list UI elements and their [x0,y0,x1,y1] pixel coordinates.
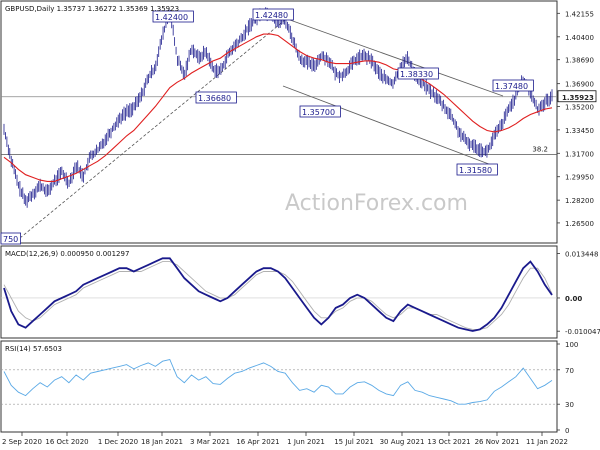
price-annotation-label: 1.31580 [459,166,492,175]
macd-axis: 0.013448 0.00 -0.010047 [557,250,600,336]
price-annotation-box [252,8,294,21]
y-tick-label: 1.36900 [565,81,594,89]
rsi-panel [0,340,558,433]
x-tick-label: 11 Jan 2022 [526,438,568,446]
price-annotation-box [152,10,194,23]
macd-header: MACD(12,26,9) 0.000950 0.001297 [5,250,129,258]
moving-average-line [3,33,553,182]
y-tick-label: 1.38690 [565,57,594,65]
current-price-box [557,90,597,103]
y-tick-label: 1.40400 [565,34,594,42]
rsi-tick-label: 100 [565,341,578,349]
x-tick-label: 18 Jan 2021 [141,438,183,446]
y-tick-label: 1.26500 [565,220,594,228]
macd-layer [1,257,557,332]
x-tick-label: 1 Dec 2020 [98,438,138,446]
y-tick-label: 1.29950 [565,174,594,182]
rsi-axis: 100 70 30 0 [557,341,578,435]
x-tick-label: 16 Oct 2020 [45,438,88,446]
price-annotation-box [456,163,498,176]
price-layer: 38.2 1.42400 1.42480 1.36680 1.35700 1.38330 1… [0,7,557,245]
rsi-line [3,358,553,405]
x-tick-label: 16 Apr 2021 [236,438,279,446]
trend-line-dashed [19,19,286,239]
y-tick-label: 1.31700 [565,150,594,158]
price-annotation-box [397,67,439,80]
price-axis: 1.42155 1.40400 1.38690 1.36900 1.35200 1.334… [557,10,597,228]
price-annotation-label: 1.42480 [255,11,288,20]
price-annotation-label: 1.37480 [495,82,528,91]
macd-panel [0,245,558,339]
price-annotation-label: 1.36680 [198,94,231,103]
x-tick-label: 2 Sep 2020 [2,438,42,446]
price-annotation-label: 1.42400 [155,13,188,22]
macd-line [3,257,553,332]
rsi-header: RSI(14) 57.6503 [5,345,62,353]
x-tick-label: 15 Jul 2021 [334,438,374,446]
x-tick-label: 3 Mar 2021 [190,438,230,446]
rsi-tick-label: 0 [565,427,569,435]
current-price-label: 1.35923 [562,94,594,102]
macd-tick-label: 0.013448 [565,250,598,258]
x-axis: 2 Sep 2020 16 Oct 2020 1 Dec 2020 18 Jan 20… [2,432,568,446]
macd-tick-label: -0.010047 [565,328,600,336]
x-tick-label: 13 Oct 2021 [427,438,470,446]
price-panel [0,0,558,244]
y-tick-label: 1.33450 [565,127,594,135]
price-annotation-box [299,105,341,118]
price-annotation-label: 1.35700 [302,108,335,117]
channel-upper [289,19,504,97]
rsi-tick-label: 30 [565,401,574,409]
y-tick-label: 1.28200 [565,197,594,205]
x-tick-label: 1 Jun 2021 [287,438,325,446]
y-tick-label: 1.35200 [565,103,594,111]
rsi-tick-label: 70 [565,367,574,375]
price-annotation-label: 1.38330 [400,70,433,79]
macd-tick-label: 0.00 [565,295,582,303]
rsi-layer [1,358,557,405]
y-tick-label: 1.42155 [565,10,594,18]
watermark: ActionForex.com [285,191,468,216]
x-tick-label: 26 Nov 2021 [475,438,520,446]
x-tick-label: 30 Aug 2021 [380,438,425,446]
price-annotation-box [195,91,237,104]
price-annotation-label: 750 [3,235,18,244]
price-header: GBPUSD,Daily 1.35737 1.36272 1.35369 1.3… [5,5,179,13]
channel-lower [282,85,495,167]
fib-label: 38.2 [532,146,548,154]
price-annotation-box [492,79,534,92]
price-annotation-box [0,232,22,245]
